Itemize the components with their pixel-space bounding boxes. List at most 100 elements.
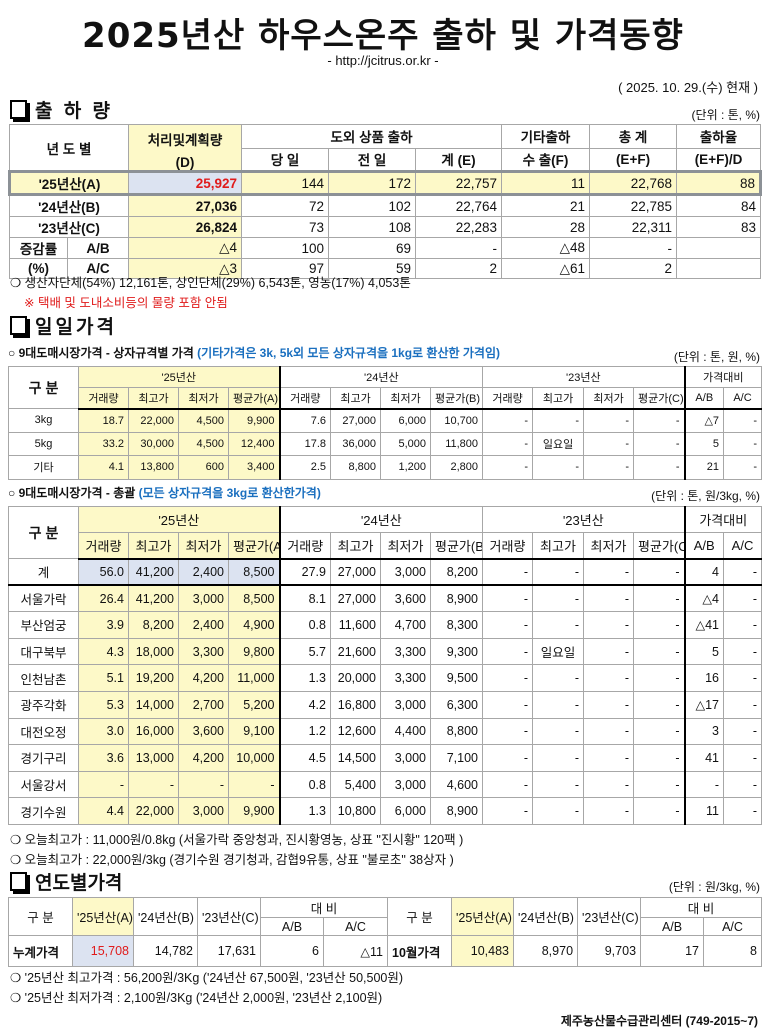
yesterday-value: 108: [328, 216, 417, 238]
ratio-ab: △4: [684, 584, 724, 613]
value-2025: 10,000: [228, 744, 281, 772]
header-outside: 도외 상품 출하: [241, 124, 503, 149]
unit-label: (단위 : 톤, %): [691, 108, 760, 122]
header-2025: '25년산: [78, 506, 281, 533]
header-col: 거래량: [482, 532, 533, 560]
value-2023: -: [532, 690, 584, 719]
value-2025: -: [228, 770, 281, 799]
cumulative-c: 17,631: [197, 935, 261, 967]
ratio-ab: -: [684, 770, 724, 799]
export-change: △61: [501, 258, 591, 279]
ratio-ac: -: [723, 408, 762, 433]
header-2023: '23년산: [482, 366, 686, 388]
ratio-ac: -: [723, 431, 762, 456]
value-2023: -: [583, 455, 635, 480]
table-row: 3kg 18.7 22,000 4,500 9,900 7.6 27,000 6,000 10,…: [8, 408, 762, 433]
header-ab: A/B: [260, 917, 324, 936]
value-2023: -: [583, 797, 634, 825]
value-2024: 8,800: [330, 455, 382, 480]
header-col: 거래량: [279, 387, 332, 410]
table-row: 부산엄궁 3.9 8,200 2,400 4,900 0.8 11,600 4,700 8,30…: [8, 611, 762, 639]
row-label: 광주각화: [8, 690, 79, 719]
value-2024: 0.8: [279, 611, 331, 639]
monthly-ab: 17: [640, 935, 705, 967]
row-label: 경기구리: [8, 744, 79, 772]
value-2024: 10,800: [330, 797, 381, 825]
value-2023: -: [583, 717, 634, 746]
summary-subtitle-note: (모든 상자규격을 3kg로 환산한가격): [138, 486, 321, 500]
unit-label: (단위 : 톤, 원, %): [673, 350, 760, 364]
value-2023: -: [633, 744, 686, 772]
ratio-ac: -: [723, 744, 762, 772]
value-2024: 27,000: [330, 408, 382, 433]
table-row: 대구북부 4.3 18,000 3,300 9,800 5.7 21,600 3,300 9,3…: [8, 637, 762, 666]
value-2024: 27,000: [330, 584, 381, 613]
value-2023: -: [482, 770, 533, 799]
header-ac: A/C: [703, 917, 762, 936]
value-2023: -: [532, 770, 584, 799]
value-2023: -: [583, 690, 634, 719]
header-col: 최저가: [583, 532, 634, 560]
value-2025: 9,800: [228, 637, 281, 666]
table-row: '25년산(A) 25,927 144 172 22,757 11 22,768 88: [7, 170, 762, 196]
table-row: 기타 4.1 13,800 600 3,400 2.5 8,800 1,200 2,800- - -…: [8, 455, 762, 480]
ratio-ab: 3: [684, 717, 724, 746]
header-2024: '24년산: [279, 506, 483, 533]
plan-value: 27,036: [128, 194, 243, 217]
row-label: 대전오정: [8, 717, 79, 746]
header-year: 년 도 별: [8, 124, 130, 172]
header-a: '25년산(A): [451, 897, 515, 936]
value-2025: 30,000: [128, 431, 179, 456]
ratio-ab: 16: [684, 664, 724, 692]
value-2025: 11,000: [228, 664, 281, 692]
value-2025: 4,500: [178, 408, 229, 433]
change-label: 증감률: [9, 237, 68, 259]
ratio-ab: △41: [684, 611, 724, 639]
header-col: 최고가: [330, 532, 381, 560]
header-col: 거래량: [482, 387, 534, 410]
value-2024: 2.5: [279, 455, 332, 480]
header-total-sub: (E+F): [589, 147, 678, 172]
header-col: 최저가: [178, 387, 229, 410]
value-2025: 4,500: [178, 431, 229, 456]
value-2024: 27,000: [330, 558, 381, 587]
ratio-ac: -: [723, 797, 762, 825]
value-2025: 2,400: [178, 558, 229, 587]
value-2024: 8,900: [430, 584, 483, 613]
header-col: 평균가(B): [430, 387, 484, 410]
value-2025: 3,600: [178, 717, 229, 746]
header-yesterday: 전 일: [328, 147, 417, 172]
value-2023: -: [583, 431, 635, 456]
total-value: 22,785: [589, 194, 678, 217]
value-2025: 19,200: [128, 664, 179, 692]
header-total: 총 계: [589, 124, 678, 149]
header-2025: '25년산: [77, 366, 281, 388]
value-2025: 22,000: [128, 797, 179, 825]
yesterday-value: 172: [328, 170, 417, 196]
value-2023: -: [633, 690, 686, 719]
value-2025: 3,300: [178, 637, 229, 666]
header-plan-sub: (D): [175, 155, 195, 170]
row-label: 부산엄궁: [8, 611, 79, 639]
value-2025: 41,200: [128, 558, 179, 587]
value-2025: 5,200: [228, 690, 281, 719]
value-2024: 9,300: [430, 637, 483, 666]
value-2023: -: [633, 611, 686, 639]
table-row: 인천남촌 5.1 19,200 4,200 11,000 1.3 20,000 3,300 9,…: [8, 664, 762, 692]
website-url[interactable]: - http://jcitrus.or.kr -: [327, 53, 439, 68]
value-2025: 13,800: [128, 455, 179, 480]
rate-change: [676, 237, 761, 259]
export-value: 28: [501, 216, 591, 238]
value-2023: -: [482, 717, 533, 746]
header-2023: '23년산: [482, 506, 686, 533]
shipment-table: 년 도 별 처리및계획량 (D) 도외 상품 출하 기타출하 총 계 출하율 당 …: [7, 124, 762, 279]
value-2023: -: [482, 611, 533, 639]
value-2023: -: [532, 717, 584, 746]
row-label: 기타: [8, 455, 79, 480]
rate-value: 83: [676, 216, 761, 238]
header-col: 평균가(B): [430, 532, 483, 560]
row-label: 인천남촌: [8, 664, 79, 692]
value-2025: 4.4: [78, 797, 129, 825]
value-2023: -: [532, 611, 584, 639]
price-by-size-table: 구 분 '25년산 '24년산 '23년산 가격대비 거래량 최고가 최저가 평균가(A) 거래량…: [8, 366, 762, 480]
